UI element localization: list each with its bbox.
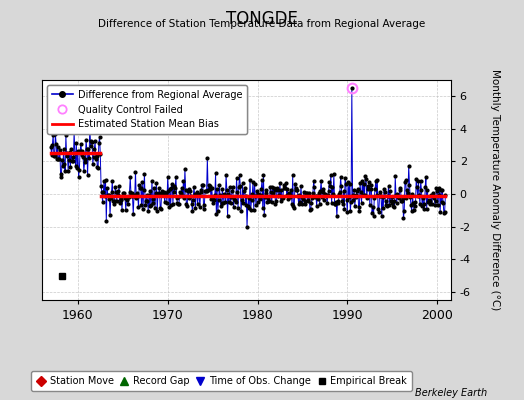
Text: Berkeley Earth: Berkeley Earth bbox=[415, 388, 487, 398]
Text: TONGDE: TONGDE bbox=[226, 10, 298, 28]
Legend: Station Move, Record Gap, Time of Obs. Change, Empirical Break: Station Move, Record Gap, Time of Obs. C… bbox=[31, 372, 412, 391]
Legend: Difference from Regional Average, Quality Control Failed, Estimated Station Mean: Difference from Regional Average, Qualit… bbox=[47, 85, 247, 134]
Y-axis label: Monthly Temperature Anomaly Difference (°C): Monthly Temperature Anomaly Difference (… bbox=[490, 69, 500, 311]
Text: Difference of Station Temperature Data from Regional Average: Difference of Station Temperature Data f… bbox=[99, 19, 425, 29]
